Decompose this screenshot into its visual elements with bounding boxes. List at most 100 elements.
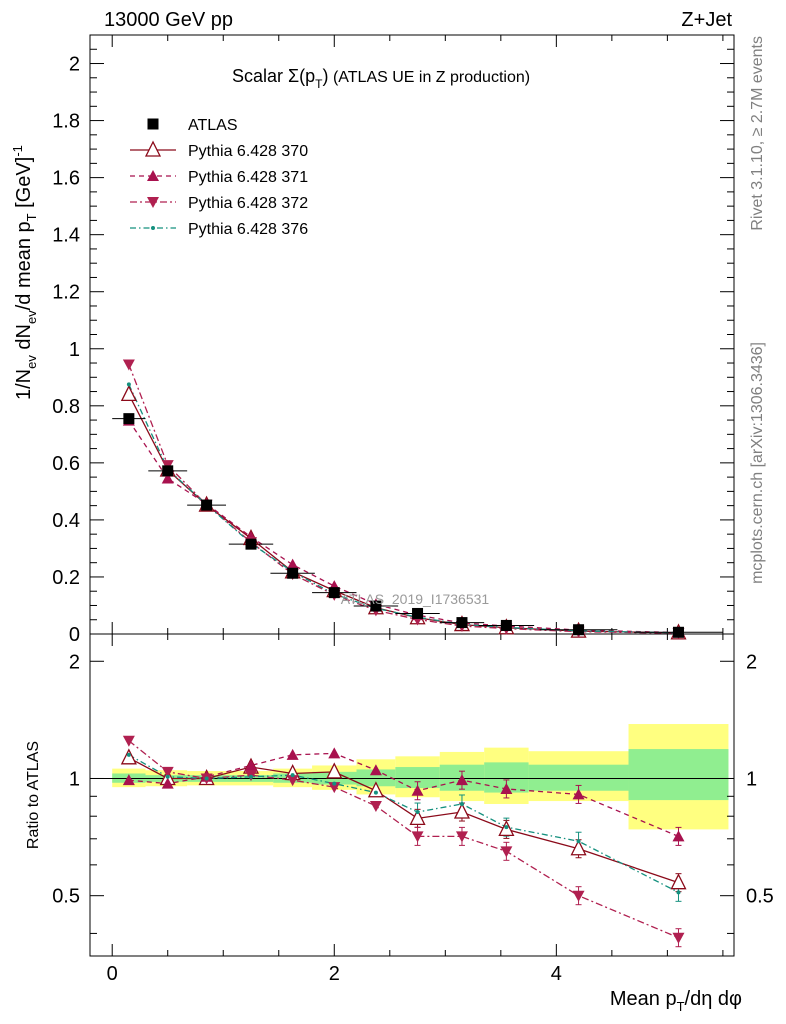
ratio-marker-0-5: [326, 762, 343, 779]
ylabel-c-sub: T: [24, 213, 39, 221]
ratio-line-2: [128, 740, 679, 939]
ratio-marker-0-11: [670, 873, 687, 890]
axis-ticks: [90, 34, 734, 956]
ratio-marker-2-1: [161, 766, 174, 778]
ratio-marker-0-6: [367, 781, 384, 798]
ratio-marker-1-11: [672, 830, 685, 842]
legend-label-1: Pythia 6.428 370: [188, 143, 308, 160]
x-tick-label-1: 2: [329, 963, 340, 985]
series-lines: [112, 364, 723, 948]
main-marker-3-0: [122, 359, 135, 371]
ratio-marker-0-8: [453, 802, 471, 819]
legend-label-4: Pythia 6.428 376: [188, 221, 308, 238]
xlabel-pre: Mean p: [610, 988, 677, 1010]
ratio-y-tick-label-left-2: 2: [69, 651, 80, 673]
main-y-tick-label-5: 1: [69, 339, 80, 361]
main-marker-0-6: [370, 600, 382, 612]
ylabel-d: [GeV]: [13, 157, 35, 214]
title-pre: Scalar: [232, 66, 288, 86]
axis-tick-labels: 0 2 4 0 0.2 0.4 0.6 0.8 1 1.2 1.4 1.6 1.8 2 0.5 0.5 1 1 2 2: [52, 54, 774, 985]
ratio-marker-3-0: [126, 752, 131, 757]
ylabel-b: dN: [13, 324, 35, 355]
ratio-marker-2-7: [411, 831, 424, 843]
main-marker-2-1: [161, 472, 174, 484]
ratio-ylabel: Ratio to ATLAS: [25, 741, 42, 849]
main-line-4: [128, 384, 679, 634]
ratio-marker-3-4: [290, 773, 295, 778]
ratio-marker-1-5: [328, 747, 341, 759]
ratio-marker-1-3: [245, 759, 257, 771]
ratio-marker-2-11: [672, 932, 685, 944]
ratio-marker-2-10: [572, 890, 585, 902]
ratio-marker-2-4: [286, 775, 299, 787]
ratio-marker-2-9: [500, 846, 513, 858]
ratio-y-tick-label-right-2: 2: [746, 651, 757, 673]
header-right: Z+Jet: [681, 9, 732, 31]
ratio-marker-3-7: [415, 810, 420, 815]
ratio-marker-3-3: [249, 774, 253, 779]
ratio-marker-1-10: [572, 788, 585, 800]
main-y-tick-label-8: 1.6: [52, 168, 80, 190]
ratio-marker-1-7: [411, 784, 424, 796]
main-y-tick-label-1: 0.2: [52, 567, 80, 589]
legend-label-2: Pythia 6.428 371: [188, 169, 308, 186]
header-left: 13000 GeV pp: [104, 9, 233, 31]
ratio-marker-3-1: [165, 774, 170, 779]
main-marker-0-8: [456, 617, 468, 629]
main-marker-1-0: [120, 384, 137, 402]
ratio-marker-2-5: [328, 782, 341, 794]
ratio-marker-2-6: [369, 800, 382, 812]
ratio-uncertainty-bands: [90, 724, 734, 830]
ratio-marker-0-10: [570, 839, 587, 856]
main-y-tick-label-4: 0.8: [52, 396, 80, 418]
legend-marker-2: [147, 170, 159, 181]
ratio-marker-1-1: [161, 777, 174, 789]
green-band-11: [628, 749, 729, 801]
legend-marker-4: [151, 226, 155, 230]
ratio-marker-3-10: [576, 839, 581, 844]
ratio-panel-frame: [89, 633, 735, 957]
rivet-label: Rivet 3.1.10, ≥ 2.7M events: [749, 36, 766, 231]
xlabel: Mean pT/dη dφ: [610, 988, 742, 1014]
ratio-marker-2-8: [455, 831, 468, 843]
main-marker-0-1: [162, 465, 174, 477]
ratio-marker-1-9: [500, 782, 513, 794]
ratio-line-3: [128, 754, 679, 893]
main-marker-0-0: [123, 413, 135, 425]
main-y-tick-label-2: 0.4: [52, 510, 80, 532]
ratio-y-tick-label-left-0: 0.5: [52, 886, 80, 908]
title-sub: T: [315, 77, 323, 91]
ylabel-b-sub: ev: [24, 310, 39, 324]
ylabel-a: 1/N: [13, 369, 35, 400]
analysis-watermark: ATLAS_2019_I1736531: [341, 591, 490, 607]
main-marker-0-2: [201, 499, 213, 511]
main-y-tick-label-7: 1.4: [52, 225, 80, 247]
legend-marker-3: [147, 197, 159, 208]
title-sigma: Σ(p: [288, 66, 315, 86]
ratio-marker-3-2: [204, 776, 209, 781]
legend: ATLAS Pythia 6.428 370 Pythia 6.428 371 Pyt…: [130, 117, 308, 238]
x-tick-label-0: 0: [107, 963, 118, 985]
title-rest: (ATLAS UE in Z production): [329, 69, 531, 86]
ratio-marker-3-5: [332, 781, 337, 786]
title-paren: ): [323, 66, 329, 86]
ratio-marker-2-0: [122, 735, 135, 747]
main-marker-0-11: [672, 626, 684, 638]
ratio-marker-3-6: [373, 790, 378, 795]
main-marker-0-3: [245, 538, 257, 550]
main-marker-2-4: [286, 558, 299, 570]
ratio-marker-3-9: [504, 825, 509, 830]
ylabel-c: /d mean p: [13, 221, 35, 310]
legend-marker-1: [144, 140, 162, 157]
chart-title: Scalar Σ(pT) (ATLAS UE in Z production): [232, 66, 530, 91]
ratio-marker-3-11: [676, 890, 681, 895]
ratio-marker-1-6: [369, 764, 382, 776]
legend-marker-0: [147, 118, 159, 130]
x-tick-label-2: 4: [551, 963, 562, 985]
main-y-tick-label-9: 1.8: [52, 111, 80, 133]
ratio-y-tick-label-right-1: 1: [746, 768, 757, 790]
ratio-marker-0-7: [409, 808, 426, 825]
main-y-tick-label-3: 0.6: [52, 453, 80, 475]
main-marker-0-4: [287, 567, 299, 579]
